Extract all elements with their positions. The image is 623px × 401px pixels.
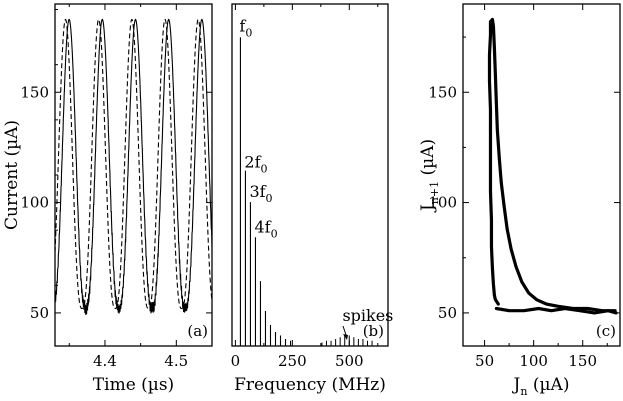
annotation-2f0-base: 2f (244, 153, 261, 172)
annotation-spikes-base: spikes (342, 306, 393, 325)
panel-a-series (54, 18, 213, 315)
annotation-3f0-sub: 0 (266, 192, 273, 205)
panel-a-ytick-label: 100 (20, 194, 49, 212)
annotation-spikes: spikes (342, 306, 393, 325)
panel-b-bars (239, 37, 373, 346)
spikes-arrow-head (343, 334, 349, 340)
annotation-4f0-sub: 0 (271, 227, 278, 240)
panel-c-return-map-loop (487, 17, 617, 313)
annotation-3f0-base: 3f (249, 182, 266, 201)
panel-c-xtick-label: 150 (568, 352, 597, 370)
panel-c-xtick-labels: 50 100 150 (475, 352, 597, 370)
panel-a-ylabel: Current (µA) (2, 120, 22, 230)
panel-c-frame (462, 3, 621, 347)
panel-c-ylabel-sub: n+1 (428, 181, 441, 204)
annotation-4f0-base: 4f (254, 217, 271, 236)
panel-c-xlabel: Jn (µA) (512, 375, 570, 398)
panel-a-label: (a) (187, 322, 208, 340)
panel-a-series-dashed (54, 18, 213, 310)
panel-a-xtick-label: 4.4 (93, 352, 117, 370)
panel-b-xtick-labels: 0 250 500 (231, 352, 364, 370)
panel-c: 50 100 150 50 100 150 Jn+1 (µA) Jn (µA) (c) (418, 3, 621, 398)
panel-c-curves (487, 17, 618, 315)
panel-c-ytick-label: 150 (428, 83, 457, 101)
panel-b-frame (231, 3, 389, 347)
panel-b-xtick-label: 500 (335, 352, 364, 370)
panel-c-xlabel-unit: (µA) (527, 375, 569, 395)
panel-a-xtick-label: 4.5 (164, 352, 188, 370)
panel-a-ytick-label: 150 (20, 83, 49, 101)
panel-c-ticks (463, 4, 620, 346)
panel-a-ytick-label: 50 (30, 304, 49, 322)
panel-a-ytick-labels: 50 100 150 (20, 83, 49, 322)
annotation-2f0: 2f0 (244, 153, 267, 176)
panel-c-ytick-label: 100 (428, 194, 457, 212)
panel-a: 50 100 150 4.4 4.5 Current (µA) Time (µs) (… (2, 3, 213, 395)
panel-c-ylabel-unit: (µA) (418, 139, 438, 181)
annotation-f0-base: f (239, 16, 246, 35)
panel-b-label: (b) (363, 322, 384, 340)
panel-b-ticks (234, 4, 379, 346)
panel-c-ytick-label: 50 (438, 304, 457, 322)
panel-a-xtick-labels: 4.4 4.5 (93, 352, 188, 370)
annotation-f0: f0 (239, 16, 252, 39)
panel-a-xlabel: Time (µs) (93, 375, 174, 395)
panel-c-xtick-label: 100 (519, 352, 548, 370)
annotation-4f0: 4f0 (254, 217, 277, 240)
panel-c-ytick-labels: 50 100 150 (428, 83, 457, 322)
panel-c-xlabel-sub: n (520, 385, 527, 398)
annotation-2f0-sub: 0 (261, 163, 268, 176)
panel-b-xlabel: Frequency (MHz) (234, 375, 386, 395)
panel-c-xtick-label: 50 (475, 352, 494, 370)
panel-a-frame (54, 3, 213, 347)
panel-c-return-map-baseline (494, 306, 618, 315)
annotation-f0-sub: 0 (245, 26, 252, 39)
panel-c-xlabel-base: J (512, 375, 521, 395)
panel-c-ylabel-base: J (418, 204, 438, 213)
panel-c-ylabel: Jn+1 (µA) (418, 139, 441, 213)
panel-c-label: (c) (596, 322, 616, 340)
panel-b-xtick-label: 250 (278, 352, 307, 370)
panel-b-xtick-label: 0 (231, 352, 241, 370)
annotation-3f0: 3f0 (249, 182, 272, 205)
panel-a-series-solid (54, 18, 213, 315)
